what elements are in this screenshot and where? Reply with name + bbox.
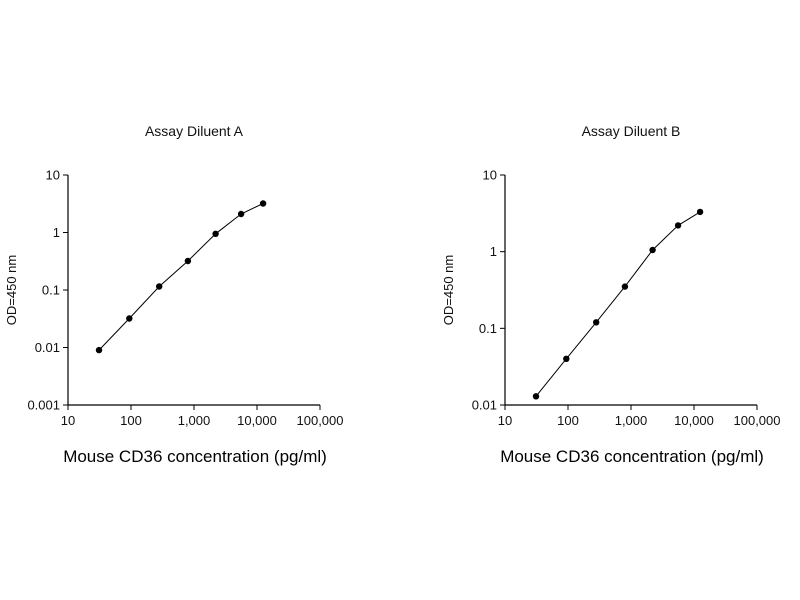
data-point (674, 222, 682, 229)
x-tick-label: 10 (61, 413, 75, 428)
y-tick-label: 0.01 (472, 398, 497, 413)
chart-title-b: Assay Diluent B (581, 123, 681, 139)
y-tick-label: 10 (483, 168, 497, 183)
y-tick-label: 0.1 (479, 321, 497, 336)
y-tick-label: 10 (46, 168, 60, 183)
x-axis-label-b: Mouse CD36 concentration (pg/ml) (500, 447, 764, 466)
plot-area-a: 10 100 1,000 10,000 100,000 0.001 0.01 0.1 1 10 (27, 168, 344, 429)
data-point (126, 315, 133, 322)
data-point (184, 257, 192, 265)
series-line (535, 211, 701, 397)
data-point (696, 208, 704, 216)
data-point (212, 230, 219, 237)
data-point (95, 346, 103, 354)
x-axis-label-a: Mouse CD36 concentration (pg/ml) (63, 447, 327, 466)
y-tick-label: 1 (490, 244, 497, 259)
y-tick-label: 0.01 (35, 340, 60, 355)
x-tick-label: 10,000 (674, 413, 714, 428)
data-point (563, 355, 570, 362)
series-line (98, 203, 264, 351)
x-tick-label: 10 (498, 413, 512, 428)
x-tick-label: 10,000 (237, 413, 277, 428)
chart-title-a: Assay Diluent A (144, 123, 244, 139)
x-tick-label: 100 (120, 413, 142, 428)
data-point (237, 210, 245, 218)
chart-assay-diluent-b: Assay Diluent B OD=450 nm 10 100 1,000 10,0… (437, 115, 800, 485)
x-tick-label: 100 (557, 413, 579, 428)
x-tick-label: 1,000 (178, 413, 211, 428)
data-point (649, 246, 656, 254)
x-tick-label: 1,000 (615, 413, 648, 428)
x-tick-label: 100,000 (734, 413, 781, 428)
y-tick-label: 0.001 (27, 398, 60, 413)
plot-area-b: 10 100 1,000 10,000 100,000 0.01 0.1 1 10 (472, 168, 781, 429)
data-point (593, 319, 600, 326)
data-point (259, 200, 267, 207)
data-point (156, 283, 163, 290)
data-point (532, 393, 540, 400)
data-point (621, 283, 629, 290)
chart-assay-diluent-a: Assay Diluent A OD=450 nm 10 100 1,000 10,0… (0, 115, 390, 485)
y-tick-label: 0.1 (42, 283, 60, 298)
x-tick-label: 100,000 (297, 413, 344, 428)
y-tick-label: 1 (53, 225, 60, 240)
